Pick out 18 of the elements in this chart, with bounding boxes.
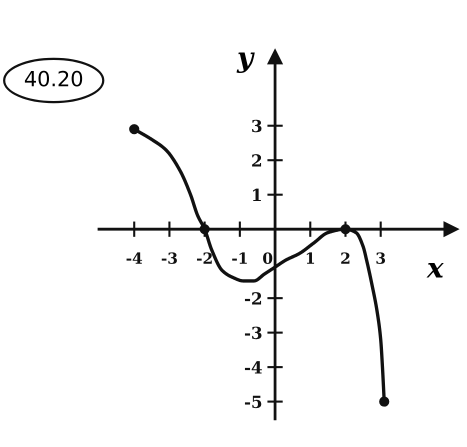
y-tick-label: -2 [244,292,262,304]
x-tick-label: -4 [126,252,142,264]
y-tick-label: 2 [252,154,262,167]
x-tick-label: 0 [263,252,272,264]
y-tick-label: -3 [244,326,262,340]
x-tick-label: 2 [341,252,350,264]
y-tick-label: 3 [252,120,262,132]
y-tick-label: -5 [244,396,262,408]
x-tick-label: 1 [306,252,314,264]
y-tick-label: 1 [253,188,261,202]
x-tick-label: -1 [232,252,247,264]
x-axis-title: x [426,263,444,278]
text: 40.20 [24,70,82,87]
y-axis-title: y [236,52,255,74]
y-tick-label: -4 [244,361,262,374]
x-tick-label: -3 [162,252,177,264]
x-tick-label: -2 [196,252,212,264]
x-tick-label: 3 [376,252,386,264]
